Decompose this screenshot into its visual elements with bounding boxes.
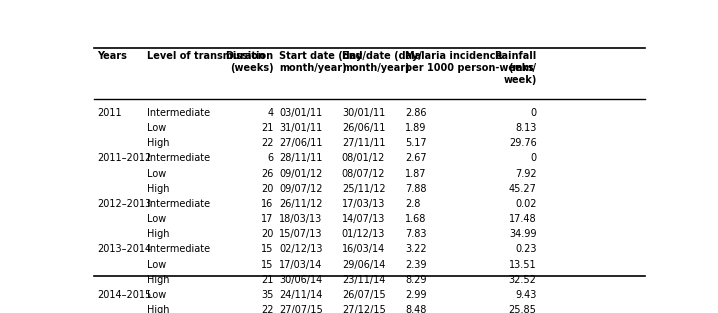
Text: 7.83: 7.83 xyxy=(405,229,426,239)
Text: 21: 21 xyxy=(261,275,274,285)
Text: 3.22: 3.22 xyxy=(405,244,427,254)
Text: 2.99: 2.99 xyxy=(405,290,426,300)
Text: 0: 0 xyxy=(531,153,536,163)
Text: 26/06/11: 26/06/11 xyxy=(342,123,385,133)
Text: 8.29: 8.29 xyxy=(405,275,426,285)
Text: 2.86: 2.86 xyxy=(405,108,426,118)
Text: 7.92: 7.92 xyxy=(515,168,536,178)
Text: 17/03/13: 17/03/13 xyxy=(342,199,385,209)
Text: 4: 4 xyxy=(267,108,274,118)
Text: 16/03/14: 16/03/14 xyxy=(342,244,385,254)
Text: 24/11/14: 24/11/14 xyxy=(279,290,322,300)
Text: Low: Low xyxy=(147,168,167,178)
Text: 17/03/14: 17/03/14 xyxy=(279,259,322,269)
Text: 25.85: 25.85 xyxy=(509,305,536,313)
Text: 15: 15 xyxy=(261,259,274,269)
Text: 17.48: 17.48 xyxy=(509,214,536,224)
Text: 20: 20 xyxy=(261,229,274,239)
Text: Low: Low xyxy=(147,214,167,224)
Text: 2013–2014: 2013–2014 xyxy=(97,244,151,254)
Text: 08/01/12: 08/01/12 xyxy=(342,153,385,163)
Text: 27/12/15: 27/12/15 xyxy=(342,305,386,313)
Text: 1.87: 1.87 xyxy=(405,168,426,178)
Text: 17: 17 xyxy=(261,214,274,224)
Text: 31/01/11: 31/01/11 xyxy=(279,123,322,133)
Text: 2.39: 2.39 xyxy=(405,259,426,269)
Text: 32.52: 32.52 xyxy=(509,275,536,285)
Text: 2011: 2011 xyxy=(97,108,121,118)
Text: 28/11/11: 28/11/11 xyxy=(279,153,322,163)
Text: Malaria incidence
per 1000 person-weeks: Malaria incidence per 1000 person-weeks xyxy=(405,51,534,73)
Text: 01/12/13: 01/12/13 xyxy=(342,229,385,239)
Text: 1.89: 1.89 xyxy=(405,123,426,133)
Text: Level of transmission: Level of transmission xyxy=(147,51,265,61)
Text: 29.76: 29.76 xyxy=(509,138,536,148)
Text: Intermediate: Intermediate xyxy=(147,153,210,163)
Text: High: High xyxy=(147,305,169,313)
Text: 0.23: 0.23 xyxy=(515,244,536,254)
Text: 15: 15 xyxy=(261,244,274,254)
Text: 16: 16 xyxy=(261,199,274,209)
Text: 2011–2012: 2011–2012 xyxy=(97,153,151,163)
Text: 8.13: 8.13 xyxy=(516,123,536,133)
Text: 22: 22 xyxy=(261,305,274,313)
Text: 8.48: 8.48 xyxy=(405,305,426,313)
Text: End date (day/
month/year): End date (day/ month/year) xyxy=(342,51,421,73)
Text: 08/07/12: 08/07/12 xyxy=(342,168,386,178)
Text: 14/07/13: 14/07/13 xyxy=(342,214,385,224)
Text: 2014–2015: 2014–2015 xyxy=(97,290,151,300)
Text: 6: 6 xyxy=(267,153,274,163)
Text: 27/11/11: 27/11/11 xyxy=(342,138,386,148)
Text: 2.8: 2.8 xyxy=(405,199,421,209)
Text: 02/12/13: 02/12/13 xyxy=(279,244,322,254)
Text: 18/03/13: 18/03/13 xyxy=(279,214,322,224)
Text: Intermediate: Intermediate xyxy=(147,199,210,209)
Text: 27/06/11: 27/06/11 xyxy=(279,138,322,148)
Text: 30/01/11: 30/01/11 xyxy=(342,108,385,118)
Text: 1.68: 1.68 xyxy=(405,214,426,224)
Text: Duration
(weeks): Duration (weeks) xyxy=(225,51,274,73)
Text: 30/06/14: 30/06/14 xyxy=(279,275,322,285)
Text: 21: 21 xyxy=(261,123,274,133)
Text: 0: 0 xyxy=(531,108,536,118)
Text: 35: 35 xyxy=(261,290,274,300)
Text: Low: Low xyxy=(147,123,167,133)
Text: 26: 26 xyxy=(261,168,274,178)
Text: 22: 22 xyxy=(261,138,274,148)
Text: 09/07/12: 09/07/12 xyxy=(279,184,322,194)
Text: Intermediate: Intermediate xyxy=(147,108,210,118)
Text: 9.43: 9.43 xyxy=(516,290,536,300)
Text: 45.27: 45.27 xyxy=(509,184,536,194)
Text: Intermediate: Intermediate xyxy=(147,244,210,254)
Text: 13.51: 13.51 xyxy=(509,259,536,269)
Text: 26/11/12: 26/11/12 xyxy=(279,199,322,209)
Text: High: High xyxy=(147,184,169,194)
Text: 0.02: 0.02 xyxy=(515,199,536,209)
Text: Start date (day/
month/year): Start date (day/ month/year) xyxy=(279,51,365,73)
Text: Low: Low xyxy=(147,290,167,300)
Text: 27/07/15: 27/07/15 xyxy=(279,305,322,313)
Text: High: High xyxy=(147,275,169,285)
Text: 26/07/15: 26/07/15 xyxy=(342,290,386,300)
Text: 7.88: 7.88 xyxy=(405,184,426,194)
Text: 23/11/14: 23/11/14 xyxy=(342,275,385,285)
Text: Low: Low xyxy=(147,259,167,269)
Text: 2.67: 2.67 xyxy=(405,153,427,163)
Text: High: High xyxy=(147,138,169,148)
Text: 03/01/11: 03/01/11 xyxy=(279,108,322,118)
Text: 34.99: 34.99 xyxy=(509,229,536,239)
Text: 29/06/14: 29/06/14 xyxy=(342,259,385,269)
Text: Years: Years xyxy=(97,51,127,61)
Text: 09/01/12: 09/01/12 xyxy=(279,168,322,178)
Text: High: High xyxy=(147,229,169,239)
Text: 15/07/13: 15/07/13 xyxy=(279,229,322,239)
Text: Rainfall
(mm/
week): Rainfall (mm/ week) xyxy=(494,51,536,85)
Text: 5.17: 5.17 xyxy=(405,138,427,148)
Text: 20: 20 xyxy=(261,184,274,194)
Text: 25/11/12: 25/11/12 xyxy=(342,184,386,194)
Text: 2012–2013: 2012–2013 xyxy=(97,199,151,209)
